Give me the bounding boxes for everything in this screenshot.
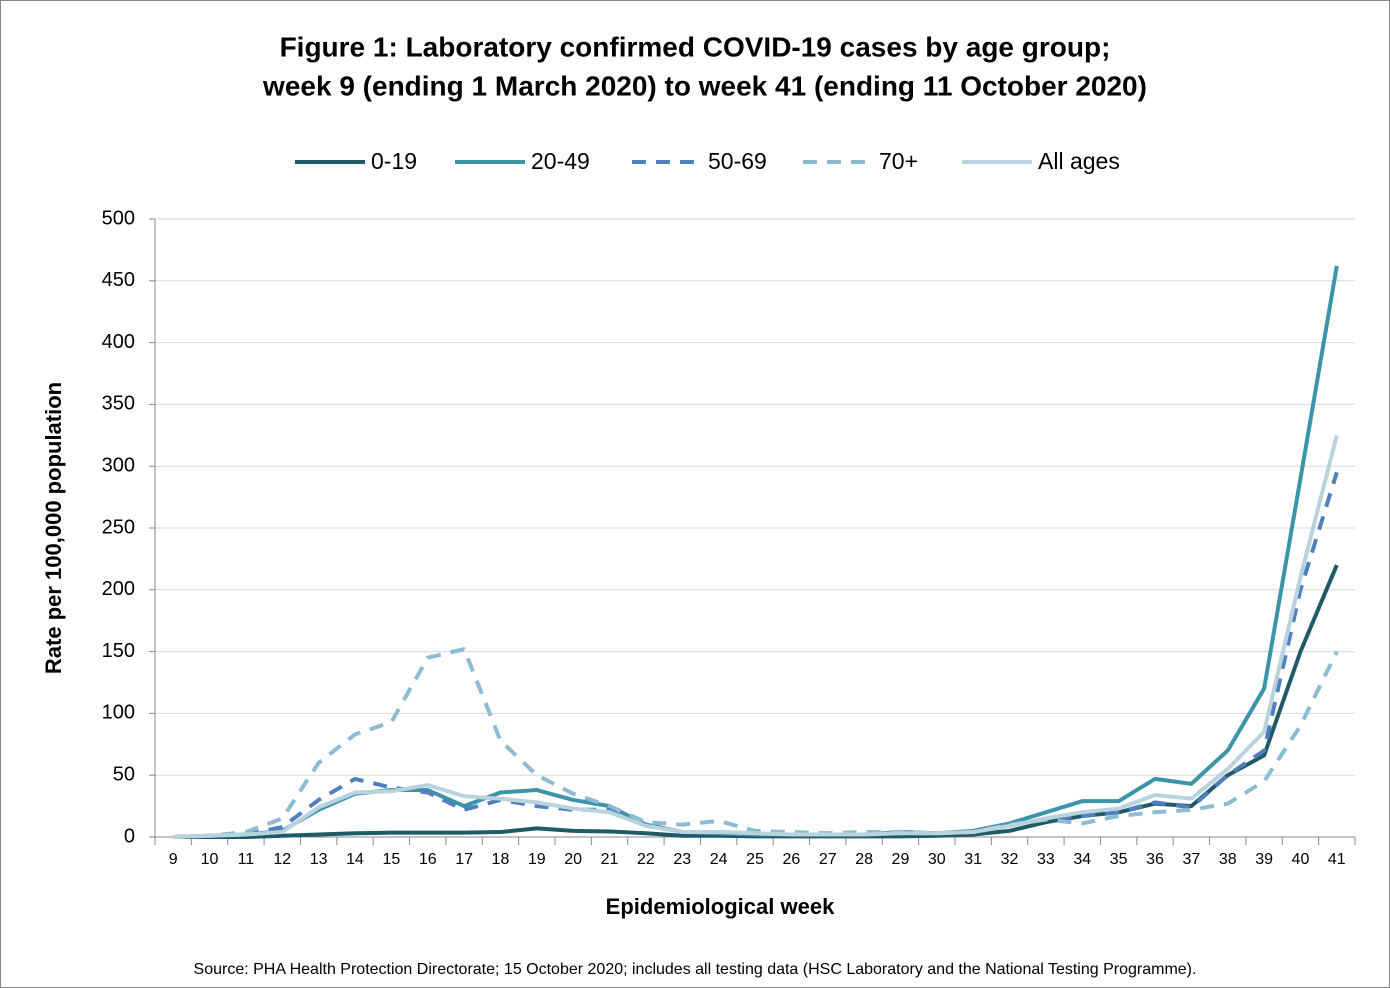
x-tick-label: 33 [1037,851,1055,868]
x-tick-label: 24 [710,851,728,868]
x-tick-label: 31 [964,851,982,868]
x-tick-label: 16 [419,851,437,868]
legend-label: 20-49 [531,148,590,174]
y-tick-label: 500 [102,207,135,229]
y-tick-label: 300 [102,454,135,476]
legend-label: All ages [1038,148,1120,174]
x-tick-label: 23 [673,851,691,868]
legend-label: 50-69 [708,148,767,174]
y-tick-label: 150 [102,640,135,662]
x-tick-label: 21 [601,851,619,868]
series-line [173,434,1339,839]
chart-title: Figure 1: Laboratory confirmed COVID-19 … [280,31,1111,62]
x-tick-label: 26 [782,851,800,868]
x-tick-label: 25 [746,851,764,868]
x-tick-label: 29 [892,851,910,868]
x-tick-label: 20 [564,851,582,868]
x-tick-label: 18 [492,851,510,868]
x-tick-label: 15 [382,851,400,868]
x-tick-label: 39 [1255,851,1273,868]
x-tick-label: 41 [1328,851,1346,868]
x-tick-label: 35 [1110,851,1128,868]
x-tick-label: 37 [1182,851,1200,868]
series-line [173,647,1339,839]
y-tick-label: 400 [102,331,135,353]
legend-label: 70+ [879,148,918,174]
x-tick-label: 40 [1292,851,1310,868]
x-tick-label: 36 [1146,851,1164,868]
x-axis-label: Epidemiological week [606,894,835,919]
y-tick-label: 100 [102,702,135,724]
x-tick-label: 34 [1073,851,1091,868]
y-tick-label: 250 [102,516,135,538]
x-tick-label: 12 [273,851,291,868]
x-tick-label: 10 [201,851,219,868]
x-tick-label: 11 [238,851,255,868]
source: Source: PHA Health Protection Directorat… [194,961,1197,978]
y-tick-label: 50 [113,763,135,785]
x-tick-label: 32 [1001,851,1019,868]
x-tick-label: 14 [346,851,364,868]
x-tick-label: 28 [855,851,873,868]
y-tick-label: 200 [102,578,135,600]
x-tick-label: 38 [1219,851,1237,868]
y-tick-label: 350 [102,393,135,415]
y-axis-label: Rate per 100,000 population [41,382,66,674]
x-tick-label: 19 [528,851,546,868]
x-tick-label: 9 [169,851,178,868]
x-tick-label: 17 [455,851,473,868]
legend-label: 0-19 [371,148,417,174]
y-tick-label: 0 [124,825,135,847]
chart-title: week 9 (ending 1 March 2020) to week 41 … [262,70,1147,101]
x-tick-label: 30 [928,851,946,868]
x-tick-label: 13 [310,851,328,868]
x-tick-label: 27 [819,851,837,868]
y-tick-label: 450 [102,269,135,291]
x-tick-label: 22 [637,851,655,868]
